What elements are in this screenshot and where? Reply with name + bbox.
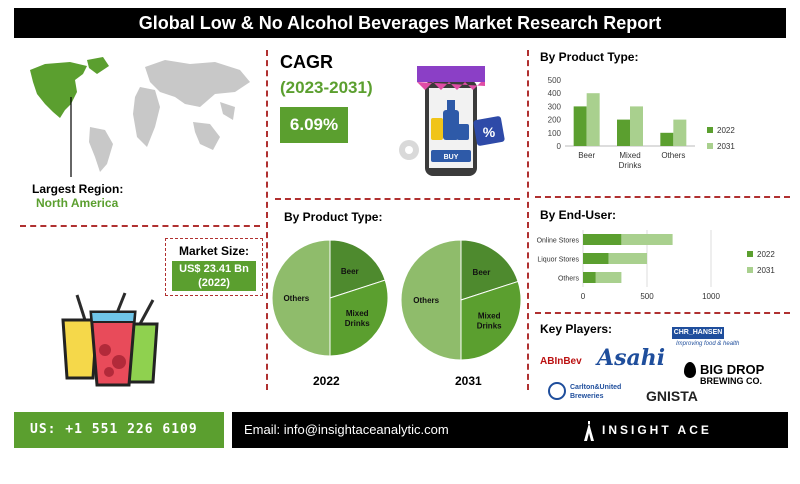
pie-slice: [400, 239, 462, 361]
pie-label: Beer: [341, 267, 359, 276]
footer-bar: Email: info@insightaceanalytic.com INSIG…: [232, 412, 788, 473]
region-value: North America: [36, 196, 119, 210]
pie-slice: [460, 239, 519, 301]
pie-label: Mixed: [478, 311, 501, 320]
market-size-year: (2022): [198, 277, 230, 289]
region-label: Largest Region:: [32, 182, 124, 196]
legend-swatch: [747, 251, 753, 257]
pie-label: Drinks: [477, 321, 502, 330]
bar: [573, 106, 587, 146]
insightace-logo-icon: [584, 421, 594, 441]
y-tick-label: 500: [548, 76, 562, 85]
key-players-title: Key Players:: [540, 322, 613, 336]
bar: [583, 253, 609, 264]
market-size-value: US$ 23.41 Bn (2022): [172, 261, 256, 291]
carlton-icon: [548, 382, 566, 400]
y-tick-label: 0: [557, 142, 562, 151]
big-drop-sub: BREWING CO.: [700, 376, 762, 386]
x-tick-label: 500: [640, 292, 654, 301]
legend-label: 2031: [717, 142, 735, 151]
shop-phone-icon: BUY %: [399, 66, 505, 176]
x-tick-label: 1000: [702, 292, 720, 301]
legend-label: 2031: [757, 266, 775, 275]
footer-email[interactable]: Email: info@insightaceanalytic.com: [244, 422, 449, 437]
bar: [617, 119, 630, 146]
bar: [583, 234, 622, 245]
carlton-sub: Breweries: [570, 393, 604, 400]
y-tick-label: Online Stores: [537, 238, 580, 245]
chr-hansen-logo: CHR_HANSEN: [672, 327, 724, 339]
x-tick-label: Drinks: [619, 161, 642, 170]
bar: [621, 234, 673, 245]
enduser-section-title: By End-User:: [540, 208, 617, 222]
divider: [527, 50, 529, 390]
pie-label: Others: [283, 294, 309, 303]
bar-chart-end-user: 0 500 1000 Online Stores Liquor Stores Others…: [537, 230, 775, 301]
pie-year-2022: 2022: [313, 374, 340, 388]
bar: [586, 93, 600, 146]
legend-swatch: [707, 143, 713, 149]
y-tick-label: Liquor Stores: [537, 257, 579, 264]
discount-badge: %: [483, 124, 496, 140]
drinks-icon: [61, 292, 159, 387]
legend-label: 2022: [717, 126, 735, 135]
footer-brand: INSIGHT ACE ANALYTIC: [602, 423, 712, 473]
y-tick-label: 100: [548, 129, 562, 138]
cagr-value: 6.09%: [280, 107, 348, 143]
bar: [608, 253, 647, 264]
pie-label: Drinks: [345, 319, 370, 328]
y-tick-label: 200: [548, 116, 562, 125]
gnista-logo: GNISTA: [646, 388, 698, 404]
pie-section-title: By Product Type:: [284, 210, 383, 224]
pie-label: Mixed: [346, 309, 369, 318]
abinbev-logo: ABInBev: [540, 356, 582, 367]
market-size-label: Market Size:: [178, 244, 250, 258]
bar: [660, 132, 674, 146]
pie-slice: [329, 279, 389, 357]
pie-slice: [329, 239, 386, 299]
footer-phone[interactable]: US: +1 551 226 6109: [14, 412, 224, 448]
bar: [630, 106, 643, 146]
divider: [535, 312, 790, 314]
divider: [275, 198, 520, 200]
cagr-period: (2023-2031): [280, 78, 373, 97]
page-title: Global Low & No Alcohol Beverages Market…: [14, 8, 786, 38]
legend-label: 2022: [757, 250, 775, 259]
market-size-box: Market Size: US$ 23.41 Bn (2022): [165, 238, 263, 296]
x-tick-label: Beer: [578, 151, 595, 160]
y-tick-label: Others: [558, 276, 580, 283]
y-tick-label: 400: [548, 89, 562, 98]
legend-swatch: [707, 127, 713, 133]
asahi-logo: Asahi: [597, 345, 666, 371]
pie-label: Others: [413, 296, 439, 305]
market-size-amount: US$ 23.41 Bn: [179, 263, 249, 275]
drop-icon: [684, 362, 696, 378]
bar: [583, 272, 596, 283]
carlton-logo: Carlton&United: [570, 384, 622, 391]
world-map: [30, 57, 250, 177]
x-tick-label: 0: [581, 292, 586, 301]
x-tick-label: Mixed: [619, 151, 640, 160]
legend-swatch: [747, 267, 753, 273]
divider: [535, 196, 790, 198]
bar: [595, 272, 622, 283]
divider: [266, 50, 268, 390]
buy-button-label: BUY: [444, 154, 459, 161]
big-drop-logo: BIG DROP: [700, 362, 765, 377]
y-tick-label: 300: [548, 102, 562, 111]
divider: [20, 225, 260, 227]
chr-hansen-tagline: Improving food & health: [676, 341, 740, 347]
bar: [673, 119, 687, 146]
bar-section-title: By Product Type:: [540, 50, 639, 64]
pie-slice: [272, 239, 331, 357]
pie-label: Beer: [473, 268, 491, 277]
pie-year-2031: 2031: [455, 374, 482, 388]
pie-slice: [460, 280, 522, 361]
x-tick-label: Others: [661, 151, 685, 160]
cagr-title: CAGR: [280, 52, 333, 72]
